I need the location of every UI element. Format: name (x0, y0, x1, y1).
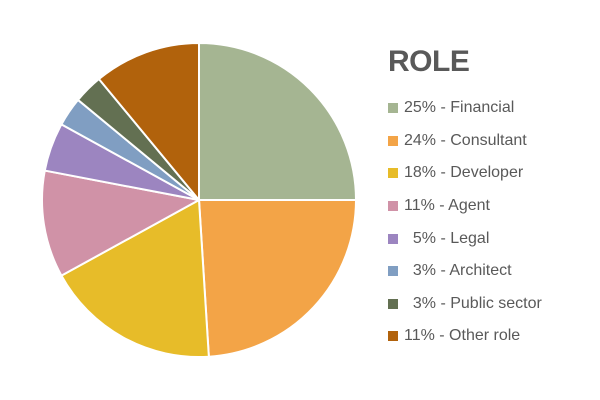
pie-slice-4 (40, 169, 200, 277)
legend-item: 18% - Developer (388, 157, 593, 190)
legend-item: 24% - Consultant (388, 125, 593, 158)
legend-swatch (388, 266, 398, 277)
pie-slice-2 (198, 199, 357, 358)
legend-swatch (388, 233, 398, 244)
legend: ROLE 25% - Financial 24% - Consultant 18% … (388, 44, 593, 353)
legend-item: 3% - Public sector (388, 288, 593, 321)
legend-item: 5% - Legal (388, 222, 593, 255)
legend-item: 11% - Other role (388, 320, 593, 353)
pie-slice-8 (97, 42, 200, 201)
legend-swatch (388, 103, 398, 114)
legend-label: 25% - Financial (404, 99, 515, 117)
legend-title: ROLE (388, 45, 470, 78)
legend-swatch (388, 201, 398, 212)
pie-slice-3 (60, 199, 210, 358)
legend-swatch (388, 168, 398, 179)
legend-label: 11% - Agent (404, 197, 490, 215)
legend-label: 3% - Public sector (404, 294, 542, 312)
legend-label: 5% - Legal (404, 229, 490, 247)
legend-swatch (388, 298, 398, 309)
legend-items: 25% - Financial 24% - Consultant 18% - Dev… (388, 92, 593, 353)
legend-label: 3% - Architect (404, 262, 512, 280)
legend-swatch (388, 331, 398, 342)
legend-label: 18% - Developer (404, 164, 524, 182)
legend-swatch (388, 135, 398, 146)
legend-item: 11% - Agent (388, 190, 593, 223)
pie-slice-1 (198, 42, 357, 201)
legend-label: 24% - Consultant (404, 131, 527, 149)
legend-item: 3% - Architect (388, 255, 593, 288)
legend-label: 11% - Other role (404, 327, 521, 345)
legend-item: 25% - Financial (388, 92, 593, 125)
